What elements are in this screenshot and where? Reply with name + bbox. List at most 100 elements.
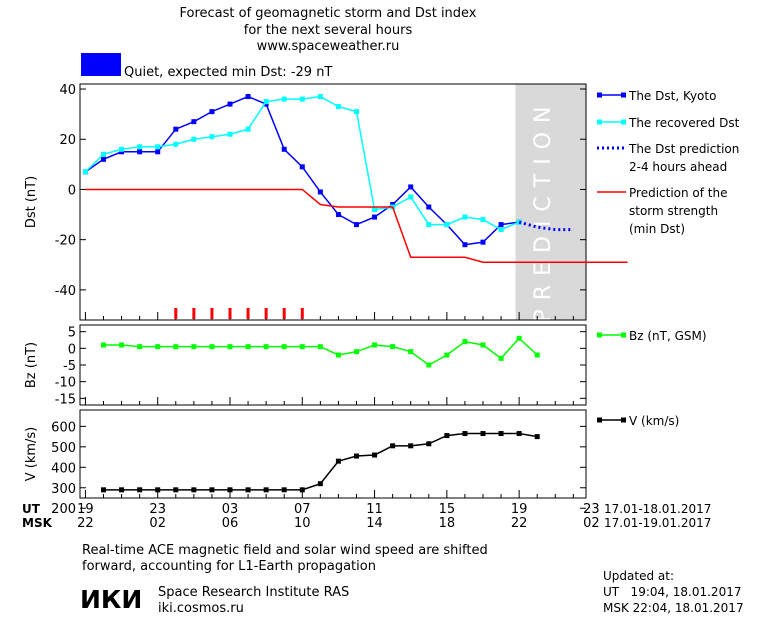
y-axis-label: V (km/s) [24,427,39,482]
footer-note-line-1: Real-time ACE magnetic field and solar w… [82,543,488,558]
series-line-0-2 [518,220,574,232]
series-line-1-0 [103,337,538,366]
legend-marker [621,417,626,423]
msk-tick-label: 02 [149,516,166,531]
data-point [353,349,359,355]
data-point [426,204,432,210]
title-line-1: Forecast of geomagnetic storm and Dst in… [179,6,476,21]
title-line-3: www.spaceweather.ru [257,39,400,54]
y-tick-label: -40 [55,284,76,299]
data-point [390,202,396,208]
iki-logo: ИКИ [80,585,142,614]
data-point [119,149,125,155]
ut-tick-label: 11 [366,502,383,517]
data-point [498,431,504,437]
ut-tick-label: 23 [149,502,166,517]
data-point [372,452,378,458]
legend-label: The Dst, Kyoto [628,89,716,103]
y-tick-label: 5 [68,326,76,341]
data-point [317,189,323,195]
data-point [137,487,143,493]
data-point [480,431,486,437]
data-point [173,126,179,132]
legend-marker [597,119,602,125]
data-point [462,339,468,345]
ut-tick-label: 19 [511,502,528,517]
data-point [227,101,233,107]
time-axis: UT MSK 17.01-18.01.2017 17.01-19.01.2017… [22,502,711,531]
y-tick-label: -15 [55,392,76,407]
y-tick-label: 500 [51,441,76,456]
legend-label: storm strength [629,204,718,218]
msk-tick-label: 22 [77,516,94,531]
legend-label: 2-4 hours ahead [629,160,727,174]
y-tick-label: 300 [51,482,76,497]
data-point [372,342,378,348]
ut-axis-label: UT [22,502,41,516]
data-point [480,342,486,348]
data-point [462,431,468,437]
data-point [480,239,486,245]
data-point [137,144,143,150]
panel-frame-0 [79,83,587,321]
ut-tick-label: 15 [439,502,456,517]
y-tick-label: 200 [51,502,76,517]
data-point [155,487,161,493]
legend-marker [621,119,626,125]
data-point [191,487,197,493]
series-line-0-1 [84,95,520,231]
data-point [245,487,251,493]
panel-frame-2 [79,409,587,499]
data-point [263,344,269,350]
data-point [137,149,143,155]
prediction-zone [515,84,586,320]
series-line-0-3 [85,188,628,264]
updated-msk: MSK 22:04, 18.01.2017 [603,601,744,615]
data-point [191,344,197,350]
y-tick-label: 0 [68,183,76,198]
data-point [534,434,540,440]
status-text: Quiet, expected min Dst: -29 nT [124,65,332,80]
y-tick-label: -10 [55,376,76,391]
title-line-2: for the next several hours [244,23,413,38]
data-point [335,352,341,358]
data-point [353,109,359,115]
data-point [426,441,432,447]
msk-tick-label: 02 [583,516,600,531]
data-point [444,433,450,439]
ut-tick-label: 07 [294,502,311,517]
data-point [191,119,197,125]
legend-label: The Dst prediction [628,142,739,156]
legend-marker [621,332,626,338]
data-point [245,344,251,350]
legend-marker [597,332,602,338]
data-point [227,344,233,350]
msk-tick-label: 18 [439,516,456,531]
data-point [317,481,323,487]
data-point [498,355,504,361]
data-point [353,222,359,228]
data-point [444,352,450,358]
data-point [317,344,323,350]
status-color-box [81,53,121,76]
data-point [299,487,305,493]
data-point [498,227,504,233]
data-point [335,212,341,218]
data-point [390,344,396,350]
data-point [462,242,468,248]
data-point [408,184,414,190]
data-point [155,144,161,150]
legend-marker [597,92,602,98]
y-tick-label: -20 [55,234,76,249]
data-point [408,349,414,355]
data-point [100,487,106,493]
data-point [227,131,233,137]
data-point [100,342,106,348]
data-point [173,487,179,493]
y-tick-label: 40 [59,83,76,98]
data-point [119,487,125,493]
data-point [263,487,269,493]
data-point [299,164,305,170]
data-point [462,214,468,220]
y-axis-label: Bz (nT) [24,342,39,388]
